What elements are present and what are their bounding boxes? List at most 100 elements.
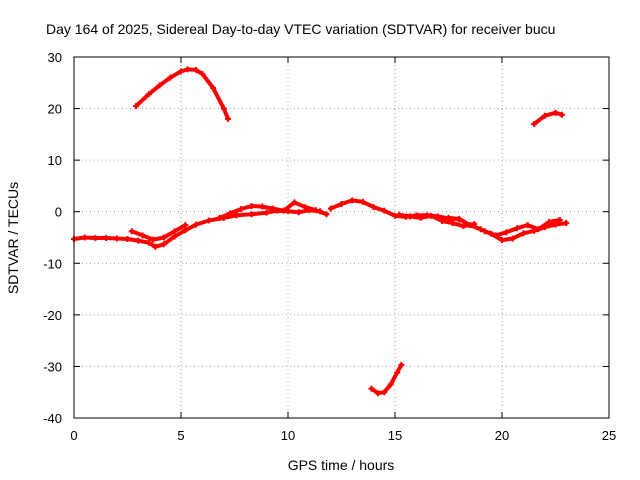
data-point [513,225,520,232]
data-point [456,215,463,222]
data-point [259,203,266,210]
data-point [531,121,538,128]
data-point [233,212,240,219]
data-point [152,243,159,250]
data-point [205,217,212,224]
data-point [374,390,381,397]
data-point [225,115,232,122]
y-tick-label: 30 [48,50,62,65]
data-point [128,228,135,235]
data-point [124,236,131,243]
data-point [199,71,206,78]
data-point [210,84,217,91]
data-point [171,228,178,235]
y-tick-label: 10 [48,153,62,168]
data-point [171,233,178,240]
data-point [312,207,319,214]
y-tick-label: 0 [55,205,62,220]
data-point [220,105,227,112]
data-point [552,109,559,116]
data-point [184,66,191,73]
data-point [192,221,199,228]
data-point [387,381,394,388]
data-series [71,66,570,397]
x-tick-label: 5 [177,428,184,443]
data-point [394,369,401,376]
data-point [302,204,309,211]
series-arc-main [72,208,323,249]
data-point [471,221,478,228]
data-point [182,227,189,234]
y-tick-label: -30 [43,359,62,374]
data-point [248,211,255,218]
data-point [481,228,488,235]
data-point [139,232,146,239]
data-point [160,241,167,248]
data-point [248,203,255,210]
data-point [381,389,388,396]
data-point [327,205,334,212]
y-axis-label: SDTVAR / TECUs [5,182,21,294]
data-point [92,235,99,242]
data-point [156,82,163,89]
data-point [449,220,456,227]
y-tick-label: 20 [48,102,62,117]
axis-ticks: 0 5 10 15 20 25 -40 -30 -20 -10 0 10 20 30 [43,50,616,443]
data-point [323,211,330,218]
data-point [359,198,366,205]
plot-frame [73,56,610,419]
data-point [556,216,563,223]
data-point [216,214,223,221]
series-arc-right [532,110,564,126]
x-tick-label: 25 [602,428,616,443]
data-point [178,68,184,75]
data-point [150,236,157,243]
data-point [445,214,452,221]
data-point [398,361,405,368]
data-point [368,385,375,392]
data-point [295,209,302,216]
data-point [503,229,510,236]
data-point [417,214,424,221]
data-point [192,66,199,73]
data-point [263,209,270,216]
data-point [499,237,505,244]
data-point [370,204,377,211]
data-point [406,213,413,220]
data-point [392,212,398,219]
data-point [182,222,189,229]
series-arc-bottom [369,362,404,396]
data-point [541,112,548,119]
data-point [227,210,234,217]
data-point [460,223,467,230]
data-point [160,234,167,241]
data-point [103,235,110,242]
data-point [133,102,140,109]
data-point [439,217,446,224]
data-point [145,91,152,98]
data-point [270,205,277,212]
data-point [349,197,356,204]
x-tick-label: 20 [495,428,509,443]
data-point [546,219,553,226]
data-point [520,230,527,237]
data-point [291,199,298,206]
data-point [113,235,120,242]
data-point [381,207,388,214]
data-point [563,220,570,227]
y-tick-label: -10 [43,256,62,271]
data-point [338,200,345,207]
data-point [237,206,244,213]
data-point [280,207,287,214]
y-tick-label: -40 [43,411,62,426]
data-point [428,212,435,219]
data-point [509,235,516,242]
data-point [135,237,142,244]
data-point [492,232,499,239]
data-point [524,222,531,229]
data-point [167,74,174,81]
x-tick-label: 15 [388,428,402,443]
data-point [81,234,88,241]
y-tick-label: -20 [43,308,62,323]
